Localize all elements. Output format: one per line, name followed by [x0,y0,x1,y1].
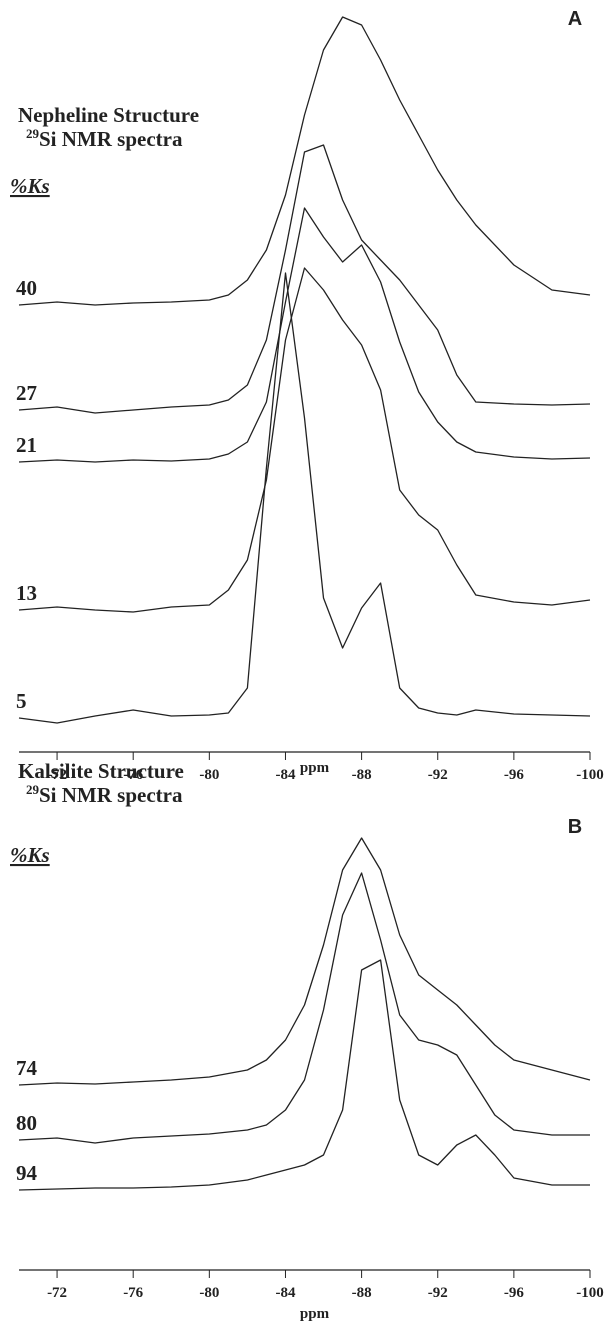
series-label: 94 [16,1161,38,1185]
x-tick-label: -96 [504,767,524,783]
subtitle: Si NMR spectra [39,783,183,807]
series-label: 27 [16,381,37,405]
legend-title: %Ks [10,174,50,198]
x-tick-label: -92 [428,767,448,783]
chart-title: Nepheline Structure [18,103,199,127]
series-label: 13 [16,581,37,605]
series-label: 21 [16,433,37,457]
x-tick-label: -80 [199,1285,219,1301]
legend-title: %Ks [10,843,50,867]
spectrum [18,267,591,613]
spectrum [18,837,591,1086]
panel-label: A [568,8,582,30]
spectrum [18,959,590,1191]
series-label: 74 [16,1056,38,1080]
spectrum [18,144,591,414]
spectrum [18,207,591,463]
spectrum [18,872,590,1144]
x-tick-label: -92 [428,1285,448,1301]
chart-subtitle: 29Si NMR spectra [26,126,183,151]
chart-title: Kalsilite Structure [18,759,184,783]
series-label: 80 [16,1111,37,1135]
x-tick-label: -72 [47,767,67,783]
x-tick-label: -88 [352,767,372,783]
x-tick-label: -76 [123,767,143,783]
x-tick-label: -84 [275,767,295,783]
x-axis-label: ppm [300,1306,330,1322]
x-tick-label: -100 [576,1285,604,1301]
panel-label: B [568,816,582,838]
x-tick-label: -96 [504,1285,524,1301]
x-tick-label: -80 [199,767,219,783]
spectrum [18,16,591,306]
x-tick-label: -72 [47,1285,67,1301]
isotope: 29 [26,782,40,797]
chart-subtitle: 29Si NMR spectra [26,782,183,807]
x-tick-label: -100 [576,767,604,783]
spectrum [18,272,591,724]
x-tick-label: -84 [275,1285,295,1301]
series-label: 40 [16,276,37,300]
subtitle: Si NMR spectra [39,127,183,151]
isotope: 29 [26,126,40,141]
x-tick-label: -88 [352,1285,372,1301]
series-label: 5 [16,689,27,713]
x-tick-label: -76 [123,1285,143,1301]
x-axis-label: ppm [300,760,330,776]
